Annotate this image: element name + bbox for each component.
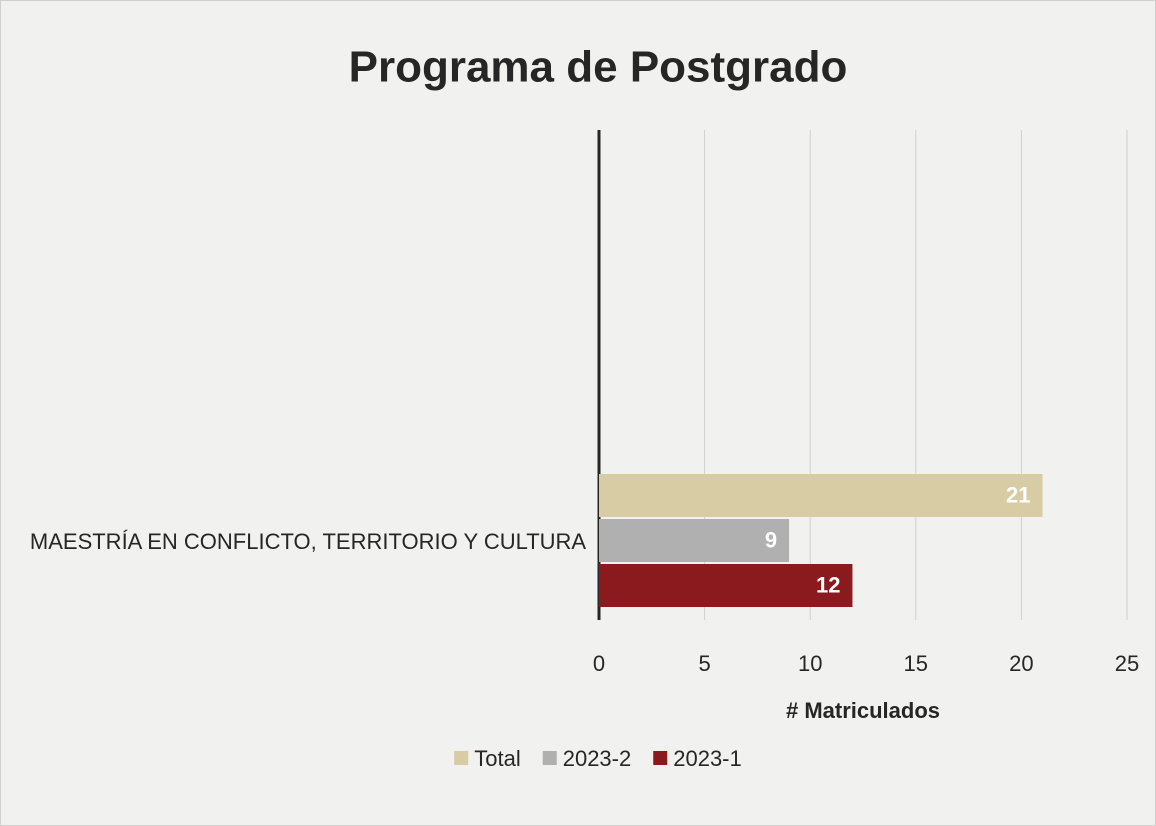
data-label: 12 [816, 572, 840, 597]
x-tick-label: 0 [593, 651, 605, 676]
legend-label: 2023-1 [673, 746, 742, 771]
x-tick-label: 15 [904, 651, 928, 676]
bar [599, 519, 790, 562]
x-tick-label: 20 [1009, 651, 1033, 676]
data-label: 21 [1006, 482, 1030, 507]
data-label: 9 [765, 527, 777, 552]
bar [599, 474, 1043, 517]
legend-swatch [542, 751, 557, 765]
x-tick-label: 5 [698, 651, 710, 676]
legend-label: Total [474, 746, 520, 771]
x-tick-label: 10 [798, 651, 822, 676]
legend-swatch [653, 751, 668, 765]
bar [599, 564, 853, 607]
x-tick-label: 25 [1115, 651, 1139, 676]
category-label: MAESTRÍA EN CONFLICTO, TERRITORIO Y CULT… [29, 528, 587, 554]
legend-label: 2023-2 [563, 746, 632, 771]
x-axis-label: # Matriculados [786, 698, 940, 723]
legend-swatch [454, 751, 469, 765]
chart-title: Programa de Postgrado [349, 43, 848, 92]
